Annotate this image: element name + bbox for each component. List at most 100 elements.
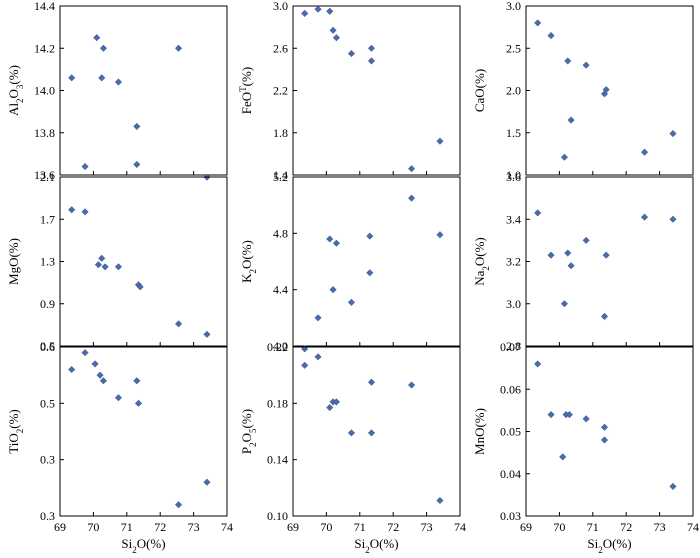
y-tick-label: 2.6 xyxy=(273,41,288,55)
x-tick-label: 72 xyxy=(387,520,399,534)
y-axis-label: Al2O3(%) xyxy=(6,65,25,116)
data-point xyxy=(600,423,609,431)
data-point xyxy=(560,153,568,161)
data-point xyxy=(602,86,610,94)
x-tick-label: 71 xyxy=(121,520,133,534)
y-tick-label: 1.3 xyxy=(40,255,55,269)
data-point xyxy=(367,44,376,52)
data-point xyxy=(332,398,341,406)
data-point xyxy=(133,122,141,130)
y-tick-label: 0.06 xyxy=(500,382,521,396)
data-point xyxy=(560,300,568,308)
x-tick-label: 70 xyxy=(553,520,565,534)
data-point xyxy=(332,239,341,247)
y-tick-label: 0.03 xyxy=(500,509,521,523)
x-tick-label: 69 xyxy=(520,520,532,534)
data-point xyxy=(91,360,99,368)
data-point xyxy=(133,160,141,169)
y-tick-label: 3.2 xyxy=(506,255,521,269)
data-point xyxy=(564,249,572,257)
scatter-panel: 4.0 4.4 4.8 5.2 K2O(%) xyxy=(239,170,461,353)
data-point xyxy=(98,74,106,82)
scatter-panel: 1.4 1.8 2.2 2.6 3.0 FeOT(%) xyxy=(238,0,461,182)
y-tick-label: 14.4 xyxy=(34,0,55,13)
y-axis-label: CaO(%) xyxy=(472,69,487,112)
data-point xyxy=(347,49,356,58)
data-point xyxy=(367,378,376,386)
data-point xyxy=(366,269,374,277)
data-point xyxy=(133,377,141,385)
data-point xyxy=(600,90,609,98)
data-point xyxy=(314,314,322,322)
plot-frame xyxy=(525,176,694,347)
data-point xyxy=(367,57,376,65)
y-tick-label: 2.1 xyxy=(40,170,55,184)
data-point xyxy=(407,194,416,202)
data-point xyxy=(547,411,555,419)
data-point xyxy=(301,9,309,17)
y-tick-label: 0.5 xyxy=(40,339,55,353)
data-point xyxy=(99,44,108,52)
x-axis-label: Si2O(%) xyxy=(587,536,631,555)
data-point xyxy=(68,206,76,214)
scatter-panel: 0.5 0.9 1.3 1.7 2.1 MgO(%) xyxy=(6,170,228,353)
data-point xyxy=(640,148,649,156)
data-point xyxy=(326,7,334,15)
scatter-panel: 0.10 0.14 0.18 0.22 69 70 71 72 73 74 P2O5(%) Si2O(… xyxy=(239,340,466,555)
data-point xyxy=(93,34,101,42)
data-point xyxy=(547,31,555,40)
data-point xyxy=(534,209,542,217)
y-tick-label: 3.0 xyxy=(506,0,521,13)
x-tick-label: 72 xyxy=(154,520,166,534)
data-point xyxy=(94,261,102,269)
y-tick-label: 4.0 xyxy=(273,339,288,353)
data-point xyxy=(203,330,211,338)
data-point xyxy=(407,165,416,173)
data-point xyxy=(99,377,108,385)
data-point xyxy=(347,429,356,437)
data-point xyxy=(301,361,309,369)
x-tick-label: 72 xyxy=(620,520,632,534)
y-tick-label: 0.6 xyxy=(40,340,55,354)
scatter-panel: 13.6 13.8 14.0 14.2 14.4 Al2O3(%) xyxy=(6,0,228,182)
y-tick-label: 4.8 xyxy=(273,226,288,240)
data-point xyxy=(559,453,567,461)
data-point xyxy=(366,232,374,240)
data-point xyxy=(436,231,444,239)
y-axis-label: Na2O(%) xyxy=(472,237,491,286)
y-tick-label: 13.8 xyxy=(34,126,55,140)
y-tick-label: 0.3 xyxy=(40,509,55,523)
data-point xyxy=(114,263,123,271)
data-point xyxy=(98,254,106,262)
data-point xyxy=(640,213,649,221)
y-tick-label: 3.0 xyxy=(273,0,288,13)
y-axis-label: TiO2(%) xyxy=(6,409,25,453)
data-point xyxy=(582,415,590,423)
y-tick-label: 0.07 xyxy=(500,340,521,354)
data-point xyxy=(81,208,89,216)
data-point xyxy=(134,399,143,407)
data-point xyxy=(582,61,590,69)
x-tick-label: 74 xyxy=(221,520,233,534)
data-point xyxy=(81,162,89,171)
data-point xyxy=(669,215,677,223)
data-point xyxy=(329,286,337,294)
y-axis-label: K2O(%) xyxy=(239,240,258,283)
scatter-panel: 1.0 1.5 2.0 2.5 3.0 CaO(%) xyxy=(472,0,694,182)
data-point xyxy=(326,403,334,412)
y-tick-label: 3.4 xyxy=(506,212,521,226)
data-point xyxy=(203,478,211,486)
x-tick-label: 71 xyxy=(354,520,366,534)
data-point xyxy=(68,365,76,374)
x-tick-label: 69 xyxy=(54,520,66,534)
y-axis-label: MnO(%) xyxy=(472,408,487,455)
x-tick-label: 74 xyxy=(454,520,466,534)
data-point xyxy=(174,501,183,509)
data-point xyxy=(314,5,322,13)
x-axis-label: Si2O(%) xyxy=(354,536,398,555)
scatter-panel: 0.03 0.04 0.05 0.06 0.07 69 70 71 72 73 74 MnO(%) Si… xyxy=(472,340,699,555)
y-tick-label: 14.2 xyxy=(34,41,55,55)
data-point xyxy=(81,349,89,357)
y-tick-label: 0.3 xyxy=(40,453,55,467)
